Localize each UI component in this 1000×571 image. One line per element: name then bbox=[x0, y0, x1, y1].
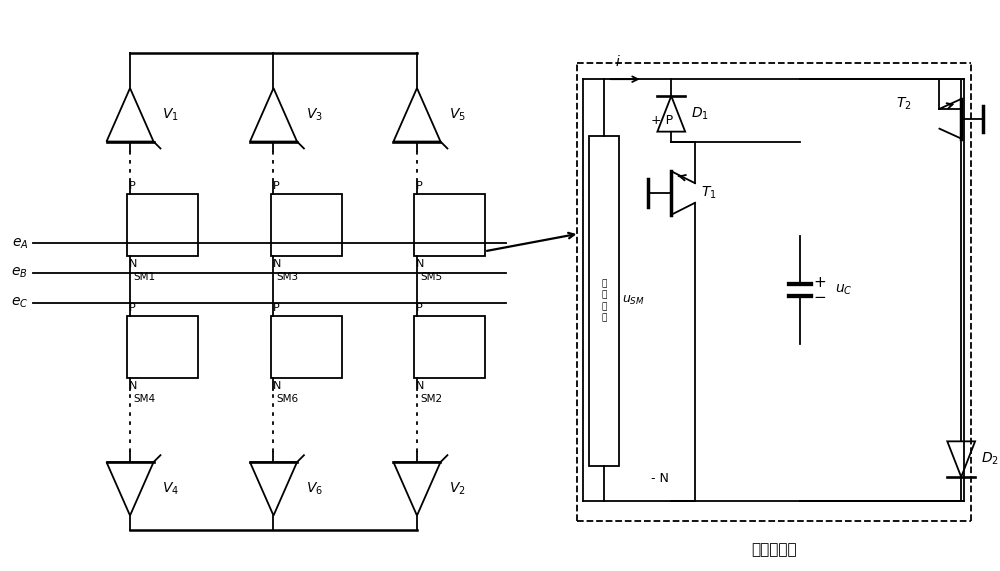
Text: SM1: SM1 bbox=[133, 272, 155, 282]
Text: N: N bbox=[129, 259, 137, 270]
Text: P: P bbox=[129, 303, 136, 313]
Text: $V_6$: $V_6$ bbox=[306, 481, 323, 497]
Text: P: P bbox=[129, 181, 136, 191]
Text: $u_C$: $u_C$ bbox=[835, 283, 852, 297]
Text: $V_5$: $V_5$ bbox=[449, 107, 466, 123]
Text: $T_2$: $T_2$ bbox=[896, 96, 912, 112]
Text: SM5: SM5 bbox=[420, 272, 442, 282]
Text: P: P bbox=[273, 181, 279, 191]
FancyBboxPatch shape bbox=[589, 135, 619, 466]
Text: SM3: SM3 bbox=[276, 272, 299, 282]
Text: - N: - N bbox=[651, 472, 669, 485]
Text: SM2: SM2 bbox=[420, 394, 442, 404]
Text: $V_4$: $V_4$ bbox=[162, 481, 179, 497]
Text: $D_1$: $D_1$ bbox=[691, 106, 709, 122]
FancyBboxPatch shape bbox=[414, 194, 485, 256]
Text: $D_2$: $D_2$ bbox=[981, 451, 999, 467]
Text: N: N bbox=[129, 381, 137, 391]
FancyBboxPatch shape bbox=[271, 194, 342, 256]
Text: + P: + P bbox=[651, 114, 674, 127]
Text: +: + bbox=[814, 275, 827, 289]
Text: SM6: SM6 bbox=[276, 394, 299, 404]
Text: N: N bbox=[273, 259, 281, 270]
Text: $V_3$: $V_3$ bbox=[306, 107, 323, 123]
Text: i: i bbox=[616, 55, 620, 69]
Text: $V_1$: $V_1$ bbox=[162, 107, 179, 123]
Text: P: P bbox=[416, 303, 423, 313]
Text: $e_B$: $e_B$ bbox=[11, 266, 28, 280]
Text: N: N bbox=[273, 381, 281, 391]
Text: $e_C$: $e_C$ bbox=[11, 296, 28, 310]
Text: $u_{SM}$: $u_{SM}$ bbox=[622, 294, 645, 307]
Text: P: P bbox=[416, 181, 423, 191]
FancyBboxPatch shape bbox=[414, 316, 485, 378]
Text: N: N bbox=[416, 381, 424, 391]
Text: N: N bbox=[416, 259, 424, 270]
Text: $e_A$: $e_A$ bbox=[12, 236, 28, 251]
Text: SM4: SM4 bbox=[133, 394, 155, 404]
Text: 可控子模块: 可控子模块 bbox=[751, 542, 797, 557]
Text: 均
压
回
路: 均 压 回 路 bbox=[601, 280, 607, 322]
FancyBboxPatch shape bbox=[127, 316, 198, 378]
Text: $V_2$: $V_2$ bbox=[449, 481, 466, 497]
FancyBboxPatch shape bbox=[127, 194, 198, 256]
Text: P: P bbox=[273, 303, 279, 313]
Text: $T_1$: $T_1$ bbox=[701, 185, 717, 201]
FancyBboxPatch shape bbox=[271, 316, 342, 378]
Text: −: − bbox=[814, 291, 827, 305]
